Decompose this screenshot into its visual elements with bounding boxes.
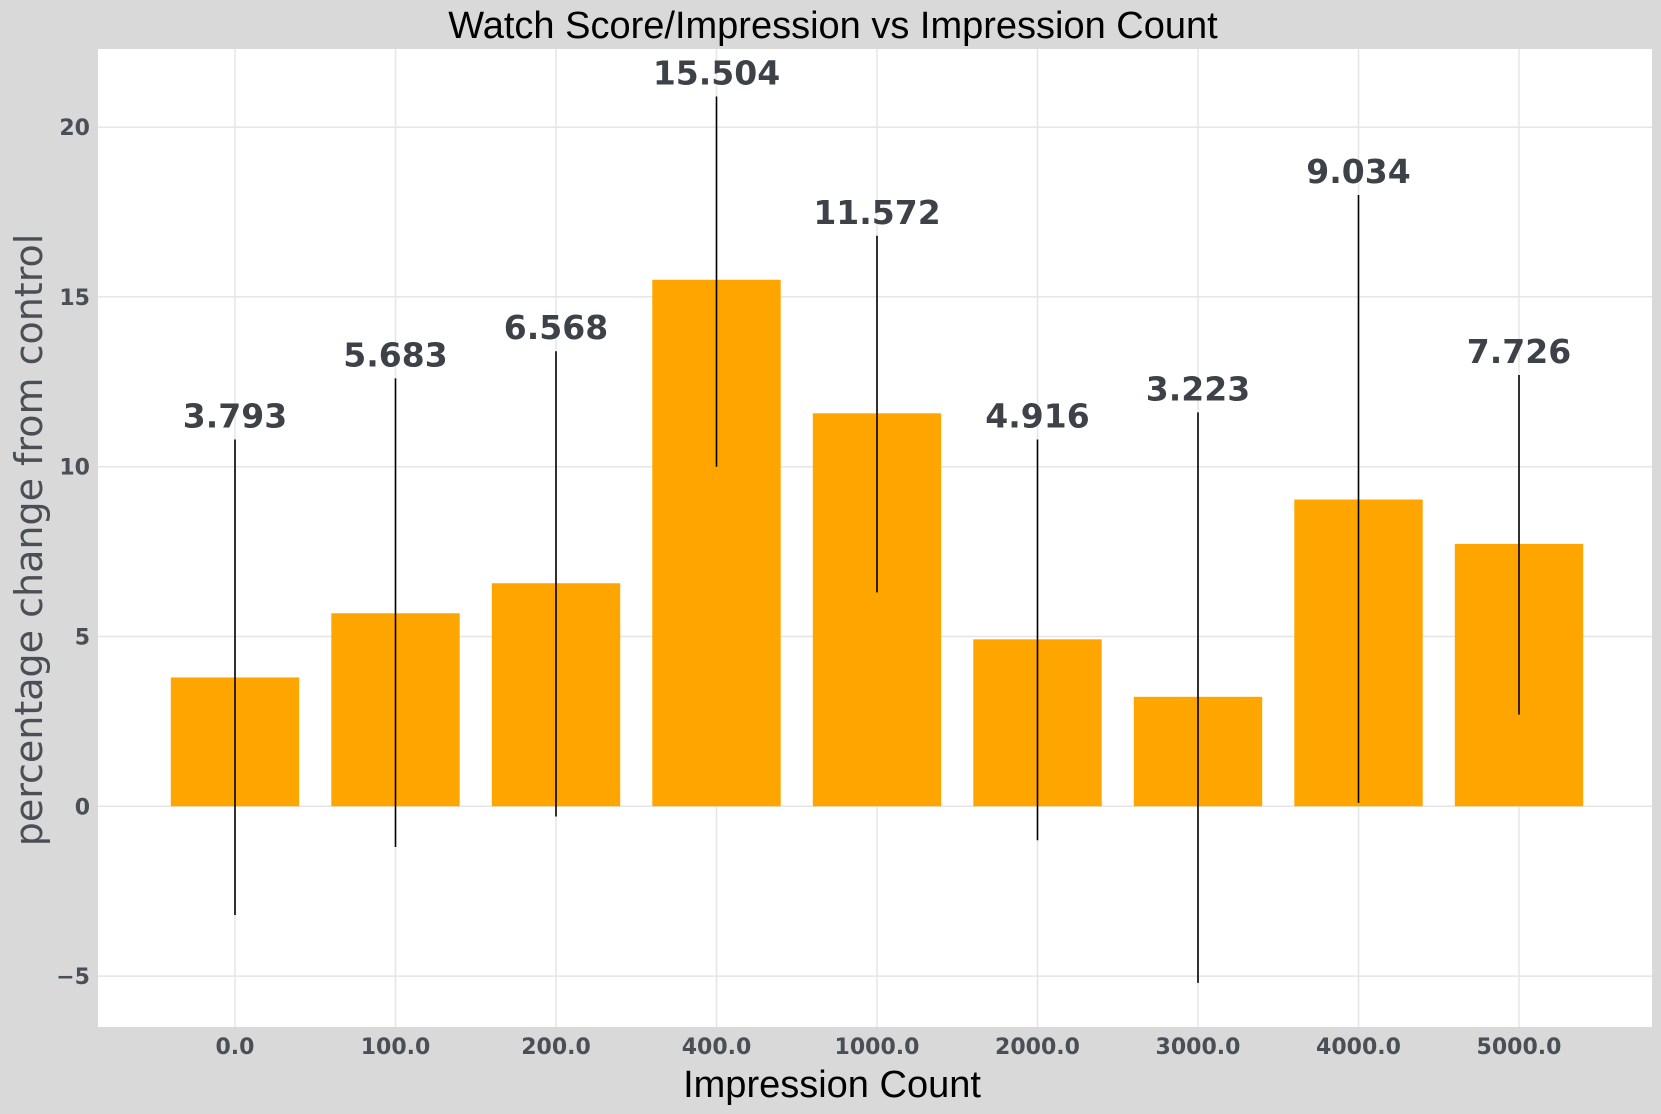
- x-tick-label: 4000.0: [1316, 1035, 1401, 1060]
- x-axis-label: Impression Count: [683, 1064, 981, 1106]
- y-axis-label: percentage change from control: [7, 234, 51, 847]
- data-label-1000.0: 11.572: [813, 193, 940, 232]
- data-label-5000.0: 7.726: [1467, 332, 1571, 371]
- data-label-100.0: 5.683: [343, 335, 447, 374]
- y-tick-label: 20: [59, 116, 90, 141]
- y-tick-label: 10: [59, 456, 90, 481]
- x-axis-ticks: 0.0 100.0 200.0 400.0 1000.0 2000.0 3000.0 4000…: [216, 1035, 1562, 1060]
- x-tick-label: 1000.0: [835, 1035, 920, 1060]
- y-tick-label: 0: [75, 795, 90, 820]
- data-label-3000.0: 3.223: [1146, 369, 1250, 408]
- x-tick-label: 0.0: [216, 1035, 255, 1060]
- x-tick-label: 100.0: [361, 1035, 431, 1060]
- data-label-4000.0: 9.034: [1306, 152, 1410, 191]
- x-tick-label: 5000.0: [1477, 1035, 1562, 1060]
- x-tick-label: 3000.0: [1156, 1035, 1241, 1060]
- x-tick-label: 400.0: [682, 1035, 752, 1060]
- y-tick-label: 5: [75, 625, 90, 650]
- y-axis-ticks: −5 0 5 10 15 20: [56, 116, 90, 990]
- data-label-200.0: 6.568: [504, 308, 608, 347]
- data-label-400.0: 15.504: [653, 54, 780, 93]
- data-labels: 3.793 5.683 6.568 15.504 11.572 4.916 3.223 9.0…: [183, 54, 1571, 436]
- data-label-0.0: 3.793: [183, 397, 287, 436]
- y-tick-label: 15: [59, 286, 90, 311]
- error-bars: [234, 96, 1520, 983]
- y-tick-label: −5: [56, 965, 90, 990]
- x-tick-label: 2000.0: [995, 1035, 1080, 1060]
- data-label-2000.0: 4.916: [985, 397, 1089, 436]
- x-tick-label: 200.0: [521, 1035, 591, 1060]
- chart-title: Watch Score/Impression vs Impression Cou…: [448, 5, 1218, 47]
